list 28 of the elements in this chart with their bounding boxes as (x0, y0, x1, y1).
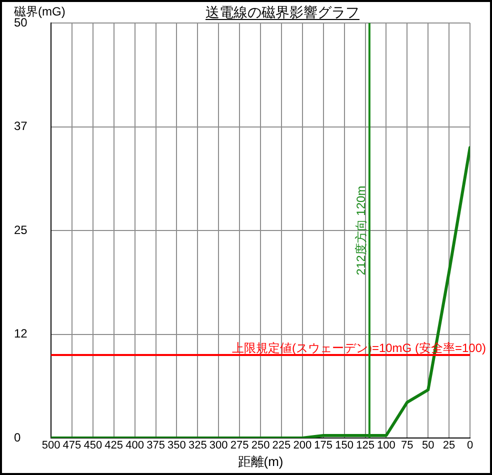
x-tick-label: 375 (146, 440, 165, 452)
x-tick-label: 25 (442, 440, 456, 452)
x-tick-label: 300 (209, 440, 228, 452)
ref-line-label: 212度方向 120m (354, 186, 368, 276)
x-tick-label: 150 (335, 440, 354, 452)
x-tick-label: 500 (42, 440, 60, 452)
x-tick-label: 250 (251, 440, 270, 452)
y-tick-label: 25 (14, 222, 28, 237)
x-tick-label: 125 (356, 440, 374, 452)
x-tick-label: 0 (466, 440, 474, 452)
y-axis-title: 磁界(mG) (13, 4, 66, 18)
x-tick-label: 100 (377, 440, 396, 452)
x-tick-label: 275 (230, 440, 249, 452)
y-tick-label: 37 (14, 119, 28, 134)
x-tick-label: 225 (272, 440, 291, 452)
x-tick-label: 175 (314, 440, 333, 452)
x-tick-label: 50 (422, 440, 434, 452)
y-tick-label: 12 (14, 326, 28, 341)
x-tick-label: 325 (188, 440, 207, 452)
x-axis-title: 距離(m) (238, 454, 284, 469)
x-tick-label: 350 (168, 440, 186, 452)
x-tick-label: 475 (62, 440, 82, 452)
x-tick-label: 400 (126, 440, 144, 452)
x-tick-label: 200 (293, 440, 312, 452)
x-tick-label: 425 (104, 440, 124, 452)
x-tick-label: 75 (401, 440, 414, 452)
x-tick-label: 450 (84, 440, 102, 452)
chart-title: 送電線の磁界影響グラフ (206, 4, 360, 20)
